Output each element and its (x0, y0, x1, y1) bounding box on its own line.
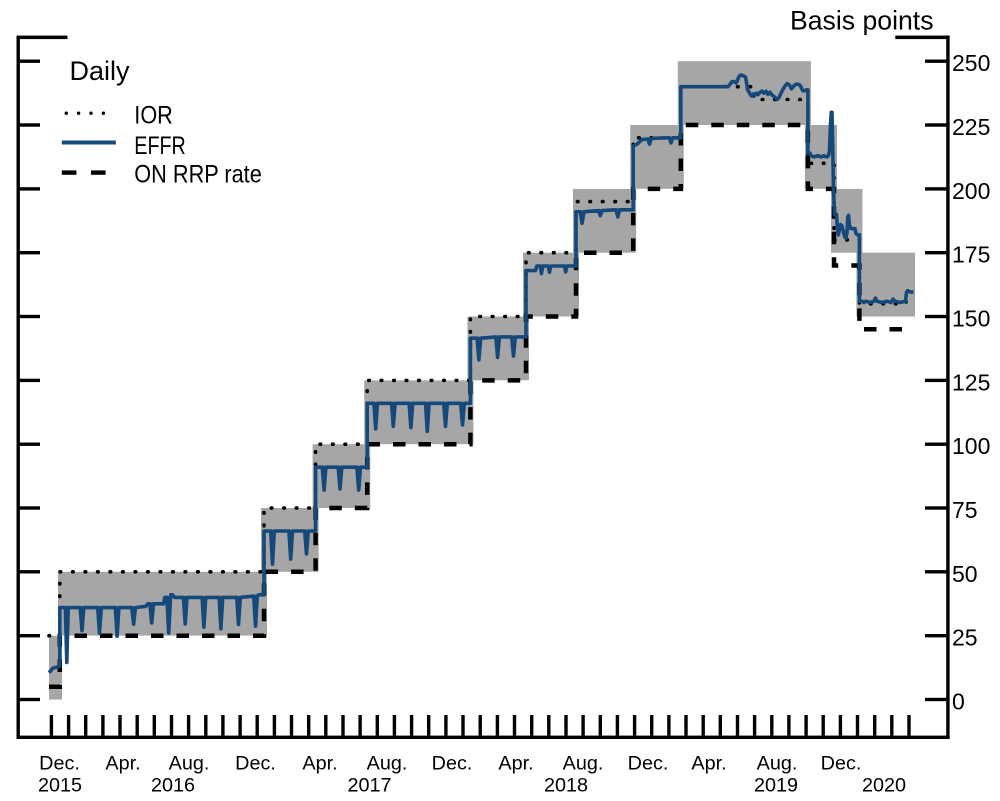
svg-text:2017: 2017 (347, 775, 391, 797)
svg-text:2020: 2020 (862, 775, 906, 797)
svg-text:IOR: IOR (134, 102, 173, 129)
svg-text:Aug.: Aug. (757, 753, 798, 775)
svg-text:2019: 2019 (754, 775, 798, 797)
svg-text:Dec.: Dec. (39, 753, 80, 775)
svg-text:Dec.: Dec. (821, 753, 862, 775)
svg-text:Aug.: Aug. (169, 753, 210, 775)
svg-text:200: 200 (952, 178, 990, 204)
svg-text:50: 50 (952, 561, 978, 587)
svg-text:Apr.: Apr. (105, 753, 140, 775)
svg-text:100: 100 (952, 433, 990, 459)
svg-text:ON RRP rate: ON RRP rate (134, 162, 261, 189)
svg-text:Dec.: Dec. (432, 753, 473, 775)
svg-text:2016: 2016 (151, 775, 195, 797)
svg-text:175: 175 (952, 242, 990, 268)
svg-text:25: 25 (952, 625, 978, 651)
svg-text:2015: 2015 (38, 775, 82, 797)
svg-text:Apr.: Apr. (498, 753, 533, 775)
svg-text:150: 150 (952, 306, 990, 332)
svg-text:75: 75 (952, 497, 978, 523)
svg-text:Apr.: Apr. (691, 753, 726, 775)
svg-text:Aug.: Aug. (563, 753, 604, 775)
svg-text:250: 250 (952, 50, 990, 76)
svg-text:0: 0 (952, 689, 965, 715)
svg-text:125: 125 (952, 369, 990, 395)
svg-text:Aug.: Aug. (367, 753, 408, 775)
svg-text:225: 225 (952, 114, 990, 140)
svg-text:Apr.: Apr. (302, 753, 337, 775)
svg-text:EFFR: EFFR (134, 133, 186, 160)
svg-text:Daily: Daily (70, 56, 130, 86)
svg-text:2018: 2018 (544, 775, 588, 797)
svg-text:Dec.: Dec. (628, 753, 669, 775)
svg-text:Basis points: Basis points (790, 6, 934, 36)
svg-text:Dec.: Dec. (235, 753, 276, 775)
